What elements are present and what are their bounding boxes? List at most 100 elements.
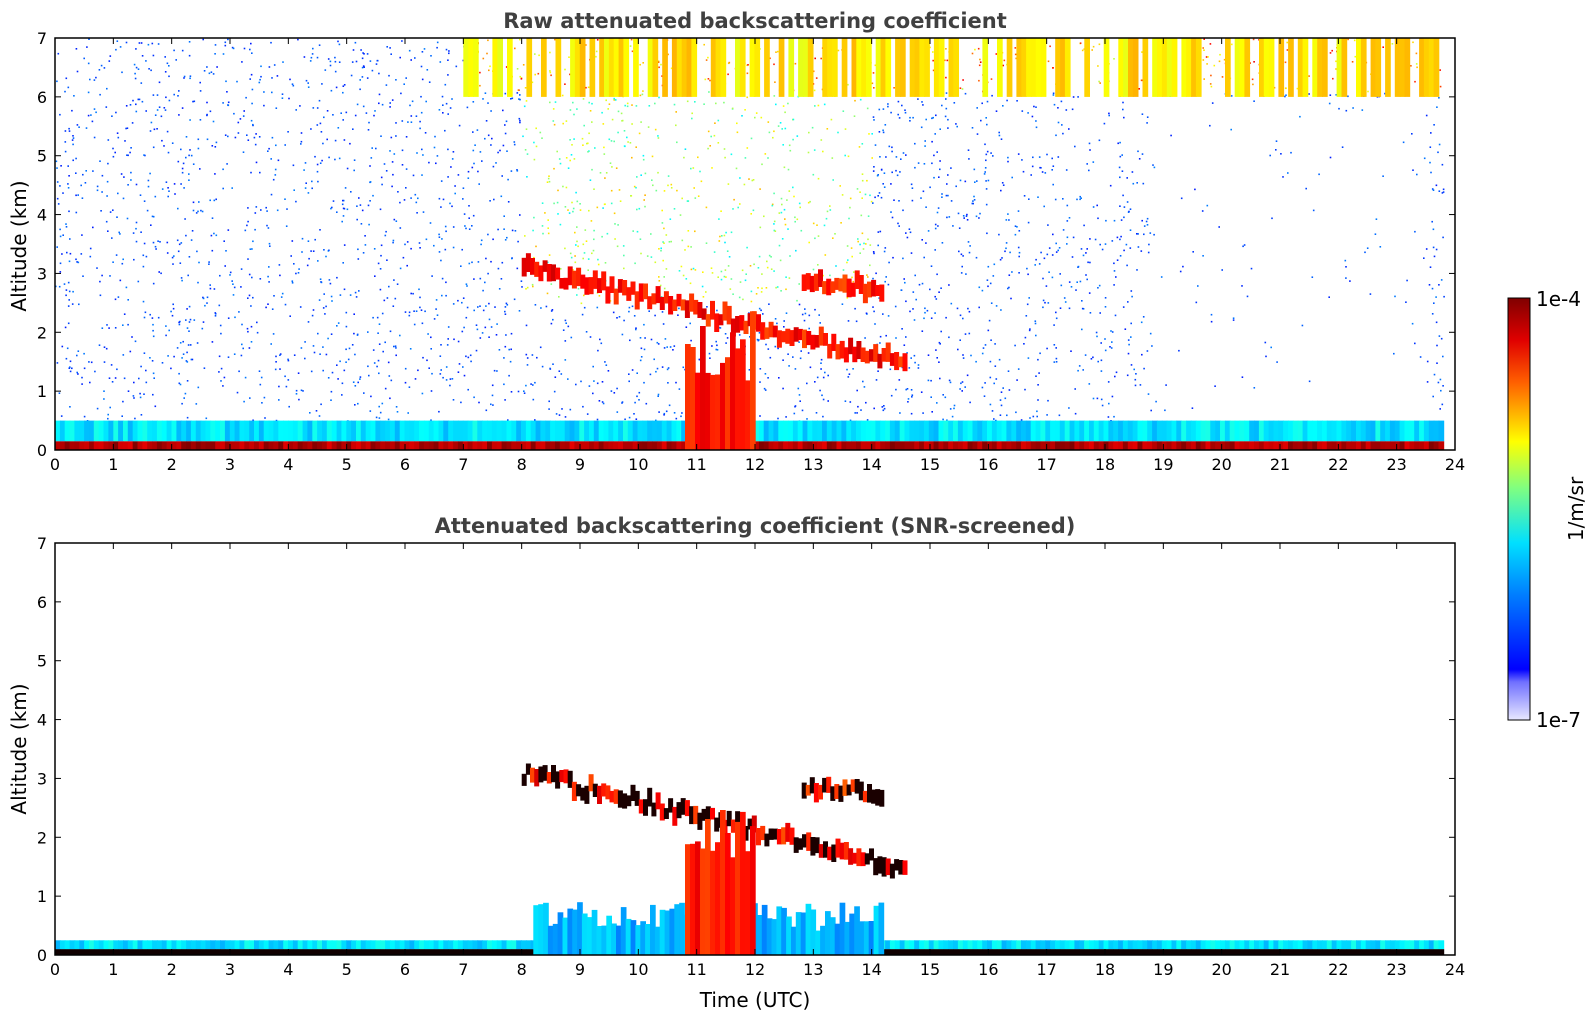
noise-cell [477,129,479,131]
noise-cell [877,370,879,372]
noise-cell [707,57,709,59]
noise-cell [82,197,84,199]
noise-cell [343,85,345,87]
noise-cell [252,297,254,299]
noise-cell [797,135,799,137]
noise-cell [153,283,155,285]
noise-cell [760,368,762,370]
noise-cell [607,233,609,235]
noise-cell [717,276,719,278]
noise-cell [419,121,421,123]
noise-cell [1122,102,1124,104]
noise-cell [924,140,926,142]
noise-cell [96,267,98,269]
noise-cell [548,408,550,410]
surface-layer-cell [1390,949,1396,955]
noise-cell [335,140,337,142]
noise-cell [794,413,796,415]
noise-cell [140,397,142,399]
noise-cell [1043,206,1045,208]
surface-layer-cell [157,441,163,450]
noise-cell [912,394,914,396]
noise-cell [109,377,111,379]
noise-cell [249,347,251,349]
noise-cell [984,395,986,397]
x-tick-label: 10 [628,455,648,474]
upper-noise-cell [677,38,683,97]
noise-cell [299,105,301,107]
noise-cell [330,399,332,401]
noise-cell [949,216,951,218]
noise-cell [768,348,770,350]
noise-cell [1430,172,1432,174]
noise-cell [974,181,976,183]
noise-cell [189,41,191,43]
noise-cell [824,225,826,227]
upper-noise-cell [1322,38,1328,97]
surface-layer-cell [1060,441,1066,450]
noise-cell [155,406,157,408]
noise-cell [693,167,695,169]
noise-cell [292,280,294,282]
noise-cell [496,370,498,372]
noise-cell [274,64,276,66]
noise-cell [128,390,130,392]
noise-cell [426,239,428,241]
noise-cell [976,257,978,259]
boundary-layer-cell [1065,940,1071,949]
noise-cell [758,340,760,342]
noise-cell [558,296,560,298]
noise-cell [214,200,216,202]
noise-cell [1128,353,1130,355]
noise-cell [1032,166,1034,168]
noise-cell [790,150,792,152]
noise-cell [969,311,971,313]
noise-cell [282,93,284,95]
noise-cell [936,274,938,276]
noise-cell [737,132,739,134]
noise-cell [1420,356,1422,358]
noise-cell [184,218,186,220]
noise-cell [848,320,850,322]
noise-cell [792,356,794,358]
noise-cell [573,114,575,116]
noise-cell [444,130,446,132]
noise-cell [215,312,217,314]
surface-layer-cell [895,949,901,955]
noise-cell [362,210,364,212]
noise-cell [260,76,262,78]
noise-cell [656,190,658,192]
boundary-layer-cell [414,421,420,442]
noise-cell [1423,257,1425,259]
noise-cell [685,148,687,150]
noise-cell [604,177,606,179]
noise-cell [1137,233,1139,235]
noise-cell [364,235,366,237]
surface-layer-cell [1337,949,1343,955]
noise-cell [197,211,199,213]
noise-cell [177,95,179,97]
noise-cell [278,160,280,162]
noise-cell [447,74,449,76]
noise-cell [848,376,850,378]
noise-cell [965,93,967,95]
noise-cell [868,215,870,217]
surface-layer-cell [841,441,847,450]
boundary-layer-cell [618,421,624,442]
noise-cell [873,116,875,118]
noise-cell [1203,49,1205,51]
noise-cell [786,312,788,314]
noise-cell [559,370,561,372]
noise-cell [399,335,401,337]
panel-2-title: Attenuated backscattering coefficient (S… [435,514,1076,538]
noise-cell [136,67,138,69]
noise-cell [462,331,464,333]
noise-cell [784,167,786,169]
noise-cell [439,198,441,200]
noise-cell [519,39,521,41]
noise-cell [499,150,501,152]
noise-cell [323,117,325,119]
noise-cell [965,181,967,183]
noise-cell [189,149,191,151]
noise-cell [328,58,330,60]
